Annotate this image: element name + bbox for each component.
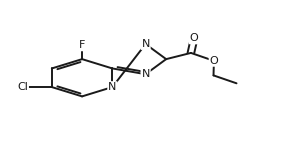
Text: N: N: [108, 82, 116, 92]
Text: O: O: [190, 33, 199, 43]
Text: F: F: [79, 40, 85, 50]
Text: Cl: Cl: [17, 82, 28, 92]
Text: N: N: [141, 39, 150, 49]
Text: N: N: [141, 69, 150, 79]
Text: O: O: [209, 56, 218, 66]
